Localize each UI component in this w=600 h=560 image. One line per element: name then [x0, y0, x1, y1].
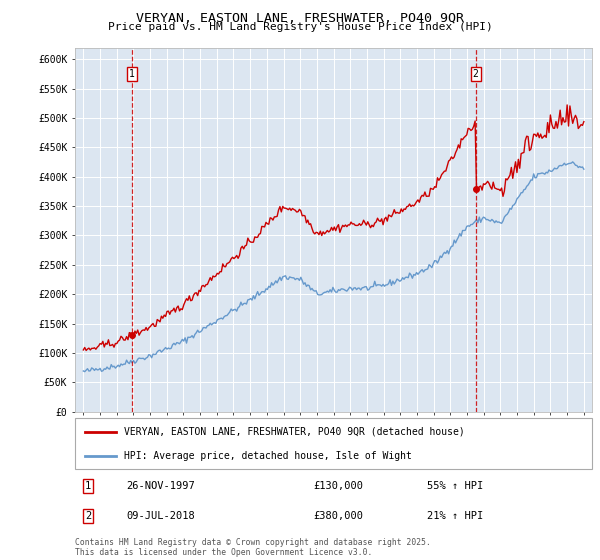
Text: £130,000: £130,000	[313, 481, 363, 491]
Text: £380,000: £380,000	[313, 511, 363, 521]
Text: 21% ↑ HPI: 21% ↑ HPI	[427, 511, 483, 521]
Text: HPI: Average price, detached house, Isle of Wight: HPI: Average price, detached house, Isle…	[124, 451, 412, 461]
Text: 09-JUL-2018: 09-JUL-2018	[127, 511, 196, 521]
Text: 26-NOV-1997: 26-NOV-1997	[127, 481, 196, 491]
Text: 55% ↑ HPI: 55% ↑ HPI	[427, 481, 483, 491]
Text: VERYAN, EASTON LANE, FRESHWATER, PO40 9QR (detached house): VERYAN, EASTON LANE, FRESHWATER, PO40 9Q…	[124, 427, 465, 437]
Text: 1: 1	[129, 69, 134, 79]
Text: Contains HM Land Registry data © Crown copyright and database right 2025.
This d: Contains HM Land Registry data © Crown c…	[75, 538, 431, 557]
Text: 1: 1	[85, 481, 91, 491]
Text: Price paid vs. HM Land Registry's House Price Index (HPI): Price paid vs. HM Land Registry's House …	[107, 22, 493, 32]
Text: 2: 2	[473, 69, 479, 79]
FancyBboxPatch shape	[75, 418, 592, 469]
Text: VERYAN, EASTON LANE, FRESHWATER, PO40 9QR: VERYAN, EASTON LANE, FRESHWATER, PO40 9Q…	[136, 12, 464, 25]
Text: 2: 2	[85, 511, 91, 521]
